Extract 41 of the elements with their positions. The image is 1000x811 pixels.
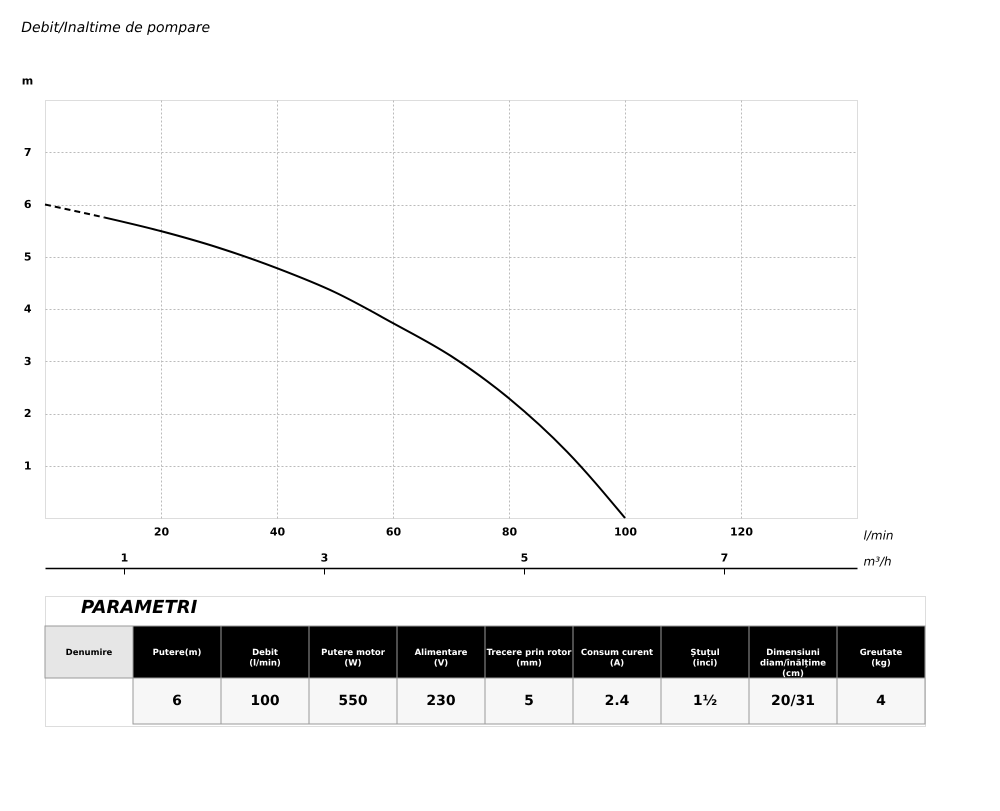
text: Trecere prin rotor (mm) [486,648,572,668]
text: 230 [426,693,456,709]
text: Alimentare (V) [414,648,468,668]
y-tick-label: 4 [24,302,32,316]
text: 4 [876,693,886,709]
text: Debit (l/min) [249,648,281,668]
x-tick-label: 20 [154,526,170,538]
y-axis-title: m [22,74,34,88]
text: Dimensiuni diam/înălțime (cm) [760,648,826,679]
text: 550 [338,693,368,709]
y-tick-label: 7 [24,146,32,159]
text: Consum curent (A) [580,648,654,668]
text: 2.4 [604,693,630,709]
text: 5 [524,693,534,709]
x2-axis-title: m³/h [864,554,892,568]
x-tick-label: 100 [614,526,638,538]
x-tick-label: 60 [386,526,402,538]
x2-tick-label: 5 [520,552,528,564]
text: 20/31 [770,693,816,709]
x2-tick-label: 3 [320,552,328,564]
y-tick-label: 1 [24,459,32,472]
text: 100 [250,693,280,709]
text: PARAMETRI [81,597,198,618]
text: Greutate (kg) [860,648,903,668]
y-tick-label: 2 [24,407,32,420]
text: 1½ [692,693,718,709]
x-axis-title: l/min [864,528,894,542]
text: Putere motor (W) [321,648,386,668]
y-tick-label: 3 [24,354,32,368]
text: 6 [172,693,182,709]
x-tick-label: 120 [730,526,754,538]
x2-tick-label: 1 [120,552,128,564]
text: Ștuțul (inci) [690,648,720,668]
text: Putere(m) [152,648,202,658]
y-tick-label: 6 [24,198,32,211]
chart-title: Debit/Inaltime de pompare [21,20,210,36]
x-tick-label: 40 [270,526,286,538]
text: Denumire [66,648,113,658]
y-tick-label: 5 [24,250,32,264]
x2-tick-label: 7 [720,552,728,564]
x-tick-label: 80 [502,526,518,538]
